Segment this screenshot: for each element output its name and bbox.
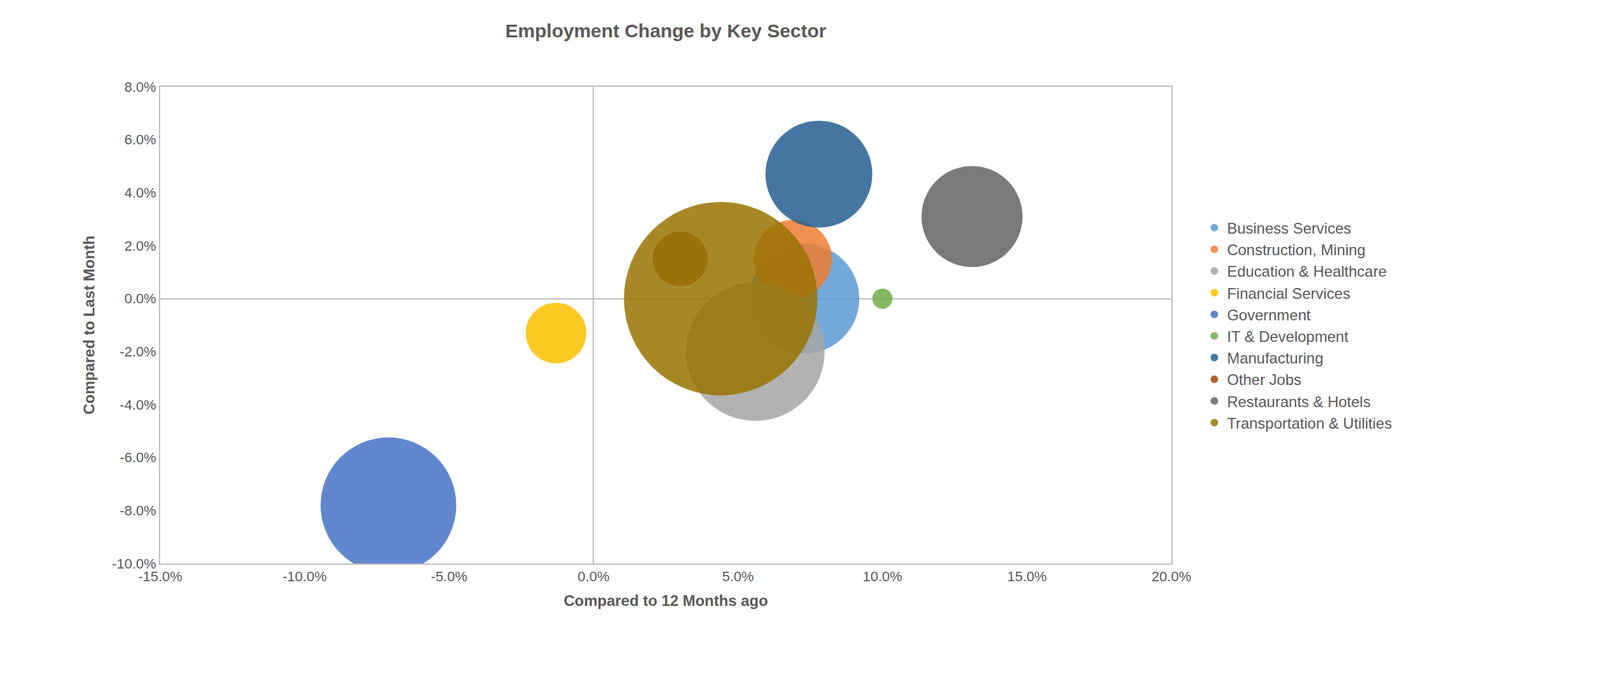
svg-text:6.0%: 6.0% [124,131,156,148]
svg-text:0.0%: 0.0% [577,568,610,585]
svg-text:-10.0%: -10.0% [282,568,327,585]
svg-text:Other Jobs: Other Jobs [1227,371,1302,389]
svg-text:8.0%: 8.0% [124,79,156,95]
svg-text:20.0%: 20.0% [1151,568,1191,585]
svg-text:Restaurants & Hotels: Restaurants & Hotels [1227,393,1371,411]
svg-text:Compared to 12 Months ago: Compared to 12 Months ago [563,592,769,610]
svg-text:Business Services: Business Services [1227,219,1352,237]
svg-text:0.0%: 0.0% [124,290,156,307]
svg-text:Construction, Mining: Construction, Mining [1227,241,1366,259]
svg-text:-5.0%: -5.0% [431,568,468,585]
svg-text:Compared to Last Month: Compared to Last Month [80,235,98,415]
svg-text:Education & Healthcare: Education & Healthcare [1227,262,1387,280]
svg-text:Manufacturing: Manufacturing [1227,349,1324,367]
svg-text:Transportation & Utilities: Transportation & Utilities [1227,414,1393,432]
svg-text:Employment Change by Key Secto: Employment Change by Key Sector [505,20,827,42]
svg-text:-15.0%: -15.0% [138,568,183,585]
svg-text:-8.0%: -8.0% [119,502,156,519]
svg-text:-10.0%: -10.0% [112,555,157,572]
svg-text:Financial Services: Financial Services [1227,284,1351,303]
svg-text:-6.0%: -6.0% [119,449,156,466]
svg-text:5.0%: 5.0% [721,568,754,585]
svg-text:10.0%: 10.0% [862,568,903,585]
svg-text:-2.0%: -2.0% [119,343,156,360]
svg-text:15.0%: 15.0% [1007,568,1047,585]
svg-text:-4.0%: -4.0% [119,396,156,413]
svg-text:4.0%: 4.0% [124,184,156,201]
svg-text:IT & Development: IT & Development [1227,327,1349,346]
svg-text:Government: Government [1227,306,1311,324]
svg-text:2.0%: 2.0% [124,238,156,254]
